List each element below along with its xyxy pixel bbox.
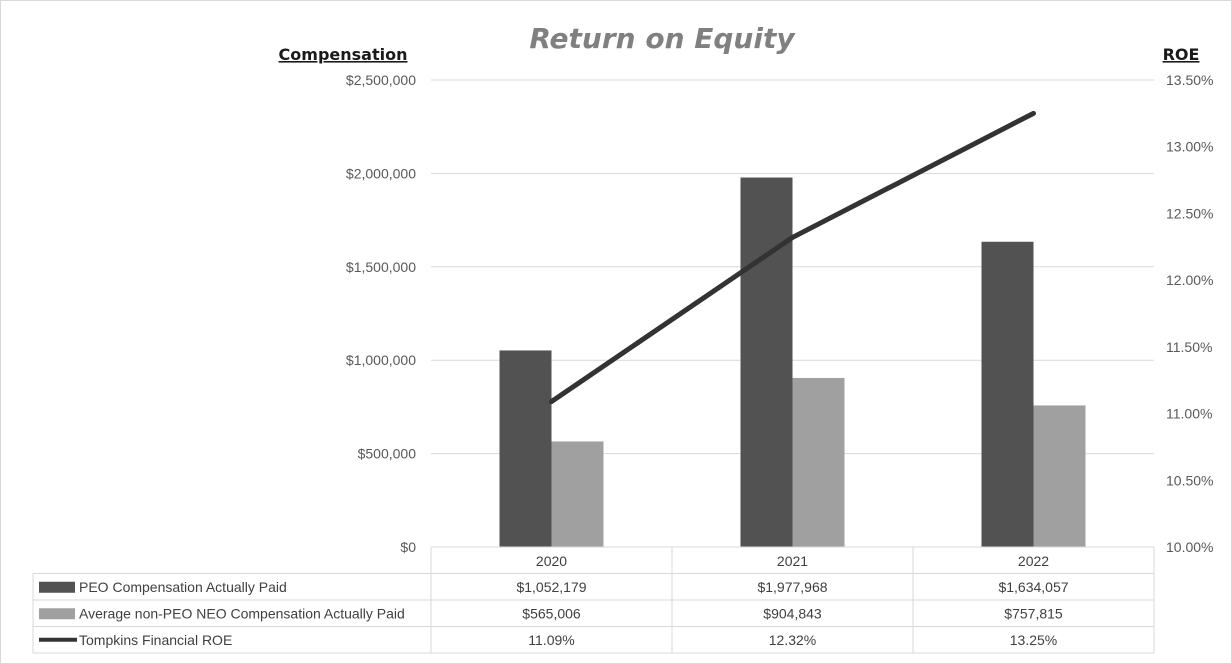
right-tick-label: 10.50% (1166, 472, 1213, 488)
left-axis-ticks: $0 $500,000 $1,000,000 $1,500,000 $2,000,000… (346, 72, 416, 555)
right-axis-title: ROE (1163, 45, 1200, 64)
bar-marks (499, 177, 1086, 548)
data-cell: $757,815 (1004, 605, 1063, 621)
bar (792, 377, 845, 547)
category-label: 2020 (536, 553, 567, 569)
bar (981, 241, 1034, 547)
data-cell: 12.32% (769, 632, 816, 648)
right-tick-label: 11.00% (1166, 406, 1212, 422)
data-table: 2020 2021 2022 PEO Compensation Actually Pa… (32, 546, 1155, 654)
left-axis-title: Compensation (279, 45, 408, 64)
series-line (549, 110, 1036, 405)
left-tick-label: $2,500,000 (346, 72, 416, 88)
line-marks (549, 110, 1036, 405)
category-label: 2021 (777, 553, 808, 569)
data-cell: 11.09% (528, 632, 574, 648)
data-cell: $904,843 (763, 605, 822, 621)
category-label: 2022 (1018, 553, 1049, 569)
right-tick-label: 12.00% (1166, 272, 1213, 288)
data-cell: 13.25% (1010, 632, 1057, 648)
data-cell: $565,006 (522, 605, 581, 621)
bar (740, 177, 793, 548)
bar (499, 350, 552, 547)
series-name: PEO Compensation Actually Paid (79, 579, 287, 595)
series-name: Tompkins Financial ROE (79, 632, 232, 648)
legend-swatch (39, 608, 75, 620)
data-cell: $1,634,057 (998, 579, 1068, 595)
data-cell: $1,977,968 (757, 579, 827, 595)
right-tick-label: 11.50% (1166, 339, 1212, 355)
bar (551, 441, 604, 547)
data-cell: $1,052,179 (516, 579, 586, 595)
left-tick-label: $0 (400, 539, 416, 555)
left-tick-label: $500,000 (358, 446, 417, 462)
bar (1033, 405, 1086, 547)
right-axis-ticks: 10.00% 10.50% 11.00% 11.50% 12.00% 12.50% 13.0… (1166, 72, 1213, 555)
right-tick-label: 13.50% (1166, 72, 1213, 88)
chart-title: Return on Equity (529, 22, 796, 55)
series-name: Average non-PEO NEO Compensation Actuall… (79, 605, 405, 621)
legend-swatch (39, 581, 75, 593)
left-tick-label: $1,000,000 (346, 352, 416, 368)
right-tick-label: 10.00% (1166, 539, 1213, 555)
right-tick-label: 13.00% (1166, 139, 1213, 155)
right-tick-label: 12.50% (1166, 205, 1213, 221)
left-tick-label: $1,500,000 (346, 259, 416, 275)
left-tick-label: $2,000,000 (346, 165, 416, 181)
